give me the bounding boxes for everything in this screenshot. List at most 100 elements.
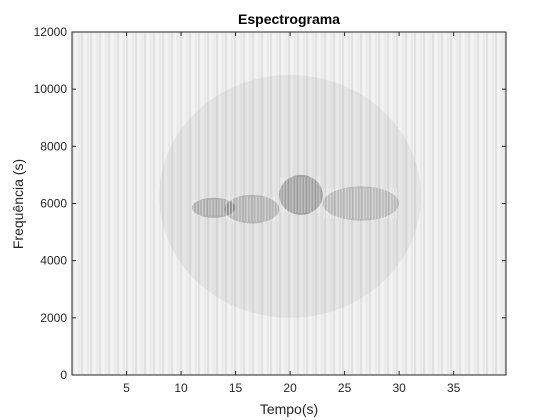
spectrogram-column [270,196,272,222]
spectrogram-column [335,188,338,219]
spectrogram-stripe [405,32,407,375]
spectrogram-column [240,196,242,222]
x-tick-label: 35 [447,381,461,395]
spectrogram-stripe [78,32,80,375]
spectrogram-stripe [372,32,374,375]
spectrogram-stripe [240,32,242,375]
spectrogram-column [347,188,350,219]
spectrogram-stripe [234,32,236,375]
spectrogram-column [386,188,389,219]
spectrogram-stripe [408,32,410,375]
spectrogram-stripe [183,32,185,375]
spectrogram-column [329,188,332,219]
spectrogram-stripe [129,32,131,375]
spectrogram-stripe [204,32,206,375]
y-axis-ticks: 0 2000 4000 6000 8000 10000 12000 [34,25,506,382]
spectrogram-stripe [189,32,191,375]
spectrogram-stripe [219,32,221,375]
spectrogram-column [216,199,219,216]
spectrogram-column [201,199,204,216]
spectrogram-column [252,196,254,222]
spectrogram-column [392,188,395,219]
spectrogram-stripe [429,32,431,375]
spectrogram-stripe [366,32,368,375]
spectrogram-stripe [294,32,296,375]
spectrogram-stripe [201,32,203,375]
x-tick-label: 25 [338,381,352,395]
x-axis-ticks: 5 10 15 20 25 30 35 [123,32,461,395]
spectrogram-column [292,176,294,213]
spectrogram-stripe [477,32,479,375]
spectrogram-column [353,188,356,219]
spectrogram-column [389,188,392,219]
x-axis-label: Tempo(s) [260,401,318,417]
spectrogram-stripe [339,32,341,375]
spectrogram-column [289,176,291,213]
spectrogram-column [283,176,285,213]
spectrogram-column [365,188,368,219]
spectrogram-column [338,188,341,219]
energy-regions [159,74,421,318]
spectrogram-stripe [426,32,428,375]
spectrogram-stripe [177,32,179,375]
spectrogram-stripe [453,32,455,375]
spectrogram-stripe [267,32,269,375]
spectrogram-stripe [114,32,116,375]
y-tick-label: 4000 [40,254,67,268]
spectrogram-stripe [309,32,311,375]
energy-region [159,74,421,318]
spectrogram-stripe [282,32,284,375]
spectrogram-column [304,176,306,213]
spectrogram-stripe [180,32,182,375]
spectrogram-stripe [255,32,257,375]
spectrogram-stripe [210,32,212,375]
spectrogram-stripe [351,32,353,375]
spectrogram-stripe [297,32,299,375]
spectrogram-stripe [435,32,437,375]
spectrogram-column [374,188,377,219]
spectrogram-stripe [198,32,200,375]
spectrogram-column [231,199,234,216]
spectrogram-column [280,176,282,213]
spectrogram-stripe [225,32,227,375]
spectrogram-stripes [72,32,506,375]
spectrogram-stripe [279,32,281,375]
spectrogram-stripe [120,32,122,375]
spectrogram-stripe [195,32,197,375]
spectrogram-stripe [423,32,425,375]
plot-area [71,31,507,376]
spectrogram-stripe [303,32,305,375]
spectrogram-column [225,196,227,222]
spectrogram-stripe [291,32,293,375]
spectrogram-stripe [336,32,338,375]
spectrogram-column [395,188,398,219]
spectrogram-stripe [276,32,278,375]
spectrogram-stripe [144,32,146,375]
spectrogram-column [264,196,266,222]
spectrogram-stripe [318,32,320,375]
x-tick-label: 5 [123,381,130,395]
spectrogram-stripe [327,32,329,375]
spectrogram-stripe [330,32,332,375]
spectrogram-stripe [357,32,359,375]
spectrogram-stripe [438,32,440,375]
spectrogram-stripe [147,32,149,375]
spectrogram-stripe [384,32,386,375]
spectrogram-stripe [471,32,473,375]
spectrogram-stripe [450,32,452,375]
spectrogram-column [222,199,225,216]
spectrogram-stripe [315,32,317,375]
spectrogram-column [198,199,201,216]
spectrogram-stripe [165,32,167,375]
spectrogram-column [276,196,278,222]
spectrogram-column [219,199,222,216]
spectrogram-column [225,199,228,216]
spectrogram-column [246,196,248,222]
spectrogram-stripe [486,32,488,375]
y-tick-label: 0 [60,368,67,382]
spectrogram-stripe [108,32,110,375]
x-tick-label: 30 [392,381,406,395]
spectrogram-column [298,176,300,213]
spectrogram-column [380,188,383,219]
